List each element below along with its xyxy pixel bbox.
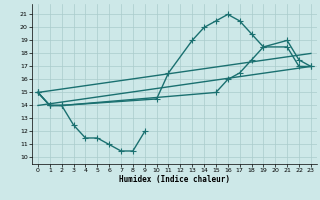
X-axis label: Humidex (Indice chaleur): Humidex (Indice chaleur) bbox=[119, 175, 230, 184]
